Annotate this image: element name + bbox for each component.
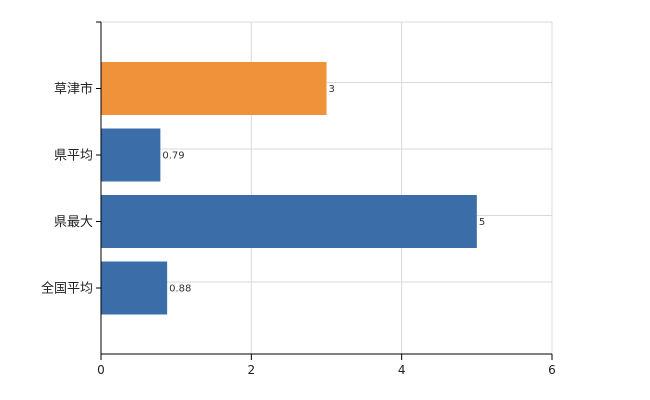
- data-label: 5: [479, 217, 485, 228]
- bar: [101, 261, 168, 315]
- y-category-label: 全国平均: [41, 281, 93, 297]
- x-axis-ticks: 0 2 4 6: [96, 21, 556, 377]
- axes: [100, 22, 552, 355]
- data-label: 0.88: [169, 284, 191, 295]
- x-tick-label: 2: [248, 363, 256, 377]
- y-category-label: 草津市: [54, 81, 93, 97]
- bar: [101, 195, 477, 248]
- data-labels: 3 0.79 5 0.88: [162, 84, 485, 295]
- data-label: 0.79: [162, 151, 184, 162]
- bars: [101, 62, 477, 315]
- bar: [101, 128, 161, 182]
- y-category-label: 県平均: [54, 149, 93, 164]
- x-tick-label: 6: [548, 363, 556, 377]
- data-label: 3: [329, 84, 335, 95]
- x-tick-label: 4: [398, 363, 406, 377]
- y-category-label: 県最大: [54, 215, 93, 230]
- bar: [101, 62, 327, 115]
- x-tick-label: 0: [97, 363, 105, 377]
